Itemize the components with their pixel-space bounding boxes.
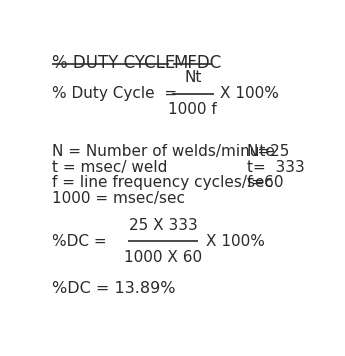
Text: X 100%: X 100%: [220, 86, 279, 101]
Text: 1000 X 60: 1000 X 60: [124, 250, 202, 265]
Text: %DC =: %DC =: [52, 234, 107, 249]
Text: N = Number of welds/minute: N = Number of welds/minute: [52, 145, 275, 159]
Text: N=25: N=25: [247, 145, 290, 159]
Text: t=  333: t= 333: [247, 160, 305, 175]
Text: f=60: f=60: [247, 175, 284, 190]
Text: t = msec/ weld: t = msec/ weld: [52, 160, 168, 175]
Text: 1000 = msec/sec: 1000 = msec/sec: [52, 190, 185, 205]
Text: MFDC: MFDC: [173, 53, 221, 72]
Text: 1000 f: 1000 f: [168, 102, 217, 117]
Text: f = line frequency cycles/sec: f = line frequency cycles/sec: [52, 175, 274, 190]
Text: Nt: Nt: [184, 70, 201, 85]
Text: X 100%: X 100%: [206, 234, 265, 249]
Text: % DUTY CYCLE: % DUTY CYCLE: [52, 53, 176, 72]
Text: % Duty Cycle  =: % Duty Cycle =: [52, 86, 178, 101]
Text: %DC = 13.89%: %DC = 13.89%: [52, 282, 176, 297]
Text: 25 X 333: 25 X 333: [129, 218, 198, 233]
